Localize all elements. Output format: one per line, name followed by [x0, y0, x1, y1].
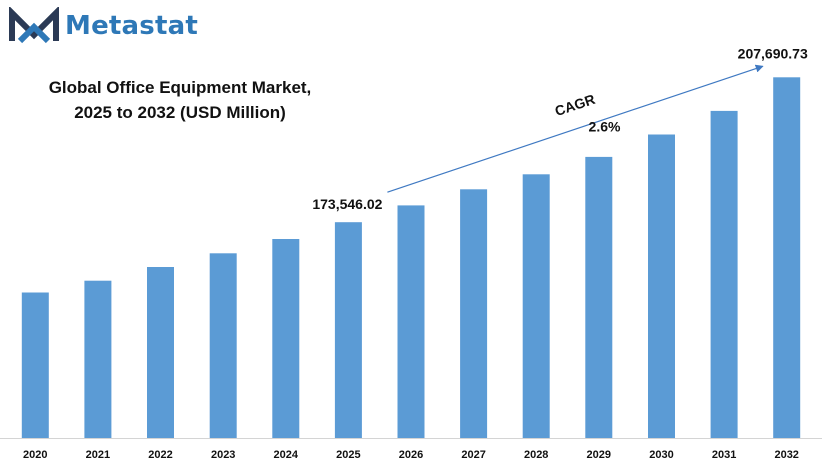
bar-2032 — [773, 77, 801, 439]
x-tick-label-2024: 2024 — [274, 449, 299, 461]
bar-2026 — [397, 205, 425, 438]
x-tick-label-2026: 2026 — [399, 449, 423, 461]
bar-2020 — [21, 292, 49, 438]
x-tick-label-2021: 2021 — [86, 449, 110, 461]
bar-2028 — [522, 174, 550, 439]
bar-2027 — [460, 189, 488, 439]
x-tick-label-2029: 2029 — [587, 449, 611, 461]
x-tick-label-2028: 2028 — [524, 449, 548, 461]
x-tick-label-2022: 2022 — [148, 449, 172, 461]
cagr-value: 2.6% — [589, 119, 621, 135]
bar-2030 — [648, 134, 675, 438]
bar-2021 — [84, 280, 112, 438]
x-tick-label-2031: 2031 — [712, 449, 736, 461]
bar-2022 — [147, 267, 174, 438]
chart-title-line-2: 2025 to 2032 (USD Million) — [74, 103, 286, 122]
chart-title-line-1: Global Office Equipment Market, — [48, 78, 312, 97]
x-tick-label-2020: 2020 — [23, 449, 47, 461]
x-tick-label-2025: 2025 — [336, 449, 360, 461]
x-tick-label-2030: 2030 — [649, 449, 673, 461]
brand-logo: Metastat — [8, 6, 198, 46]
x-tick-label-2027: 2027 — [461, 449, 485, 461]
bar-2024 — [272, 239, 300, 438]
brand-name: Metastat — [65, 11, 198, 41]
bar-2029 — [585, 156, 613, 438]
metastat-m-logo-icon — [9, 7, 59, 44]
bar-2023 — [209, 253, 237, 438]
chart-title: Global Office Equipment Market, 2025 to … — [20, 75, 340, 125]
bar-2025 — [334, 222, 362, 438]
x-tick-label-2023: 2023 — [211, 449, 235, 461]
cagr-arrow — [387, 64, 764, 193]
x-tick-label-2032: 2032 — [774, 449, 798, 461]
bars-group — [21, 77, 801, 439]
cagr-label: CAGR — [553, 91, 597, 119]
start-value-label: 173,546.02 — [312, 196, 382, 212]
x-tick-labels: 2020 2021 2022 2023 2024 2025 2026 2027 2028 2029… — [23, 449, 799, 461]
end-value-label: 207,690.73 — [738, 45, 808, 61]
bar-2031 — [710, 110, 738, 439]
